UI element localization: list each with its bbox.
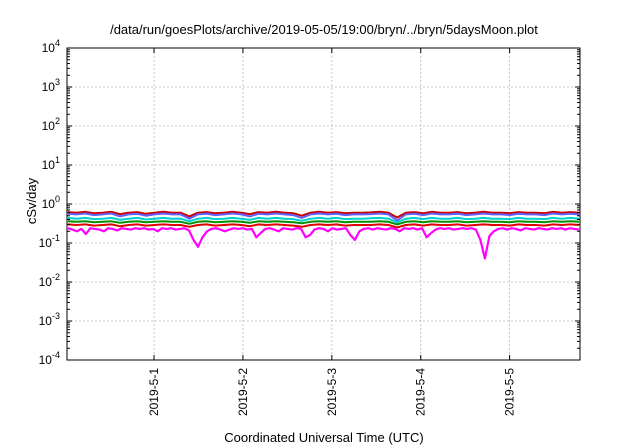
y-tick-label: 104 [42,38,60,55]
y-tick-label: 100 [42,194,60,211]
series-line-6 [67,227,580,260]
data-series [67,210,580,260]
series-line-3 [67,216,580,224]
x-axis-label: Coordinated Universal Time (UTC) [224,430,423,445]
y-axis-label: cSv/day [24,177,39,224]
x-tick-label: 2019-5-5 [503,368,517,416]
grid-lines [67,48,580,360]
x-tick-label: 2019-5-2 [236,368,250,416]
y-tick-label: 102 [42,116,60,133]
chart-title: /data/run/goesPlots/archive/2019-05-05/1… [110,22,538,37]
series-line-4 [67,220,580,226]
x-tick-label: 2019-5-4 [414,368,428,416]
x-tick-label: 2019-5-3 [325,368,339,416]
y-tick-label: 10-2 [39,272,60,289]
series-line-2 [67,212,580,222]
plot-frame [66,47,581,361]
y-tick-label: 10-4 [39,350,60,367]
y-tick-label: 10-1 [39,233,60,250]
y-tick-label: 10-3 [39,311,60,328]
x-tick-label: 2019-5-1 [147,368,161,416]
series-line-5 [67,223,580,229]
axes: 10-4 10-3 10-2 10-1 100 101 102 103 104 2019-5-1 2… [39,38,581,416]
series-line-1 [67,210,580,219]
y-tick-label: 101 [42,155,60,172]
y-tick-label: 103 [42,77,60,94]
